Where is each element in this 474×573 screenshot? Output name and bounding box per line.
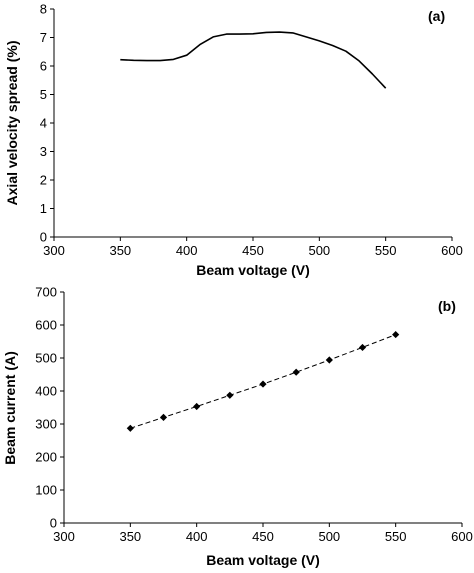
- ticks-a: 300 350 400 450 500 550 600 0 1 2 3 4 5 6 7 8: [40, 2, 463, 259]
- x-tick-label-a: 600: [441, 243, 463, 258]
- panel-a: 300 350 400 450 500 550 600 0 1 2 3 4 5 6 7 8 (a) Beam …: [4, 2, 463, 279]
- x-tick-label-a: 450: [242, 243, 264, 258]
- panel-label-b: (b): [438, 298, 456, 314]
- y-tick-label-b: 100: [35, 483, 57, 498]
- x-tick-label-b: 550: [385, 529, 407, 544]
- x-tick-label-a: 400: [176, 243, 198, 258]
- data-point-b: [159, 413, 168, 421]
- x-axis-title-a: Beam voltage (V): [196, 262, 310, 278]
- y-axis-title-a: Axial velocity spread (%): [4, 41, 20, 206]
- data-point-b: [226, 391, 234, 399]
- data-point-b: [392, 330, 400, 339]
- y-tick-label-b: 0: [50, 516, 57, 531]
- x-tick-label-b: 300: [53, 529, 75, 544]
- ticks-b: 300 350 400 450 500 550 600 0 100 200 300 400 500 600…: [35, 285, 473, 545]
- panel-label-a: (a): [428, 8, 445, 24]
- data-point-b: [259, 380, 267, 388]
- y-tick-label-a: 0: [40, 230, 47, 245]
- x-tick-label-b: 600: [451, 529, 473, 544]
- x-tick-label-b: 350: [119, 529, 141, 544]
- data-point-b: [292, 368, 300, 376]
- y-tick-label-b: 500: [35, 351, 57, 366]
- y-tick-label-a: 8: [40, 2, 47, 17]
- x-tick-label-b: 500: [318, 529, 340, 544]
- y-tick-label-a: 7: [40, 30, 47, 45]
- x-tick-label-a: 550: [375, 243, 397, 258]
- data-point-b: [358, 343, 367, 352]
- y-tick-label-a: 1: [40, 201, 47, 216]
- y-tick-label-b: 300: [35, 417, 57, 432]
- panel-b: 300 350 400 450 500 550 600 0 100 200 300 400 500 600…: [2, 285, 473, 569]
- y-tick-label-a: 2: [40, 173, 47, 188]
- x-tick-label-b: 450: [252, 529, 274, 544]
- x-tick-label-a: 300: [43, 243, 65, 258]
- data-point-b: [126, 424, 134, 432]
- plot-area-b: [126, 330, 400, 432]
- data-point-b: [193, 402, 201, 411]
- x-tick-label-b: 400: [186, 529, 208, 544]
- y-tick-label-b: 200: [35, 450, 57, 465]
- series-line-a: [120, 31, 387, 89]
- y-axis-title-b: Beam current (A): [2, 351, 18, 465]
- x-axis-title-b: Beam voltage (V): [206, 552, 320, 568]
- plot-area-a: [120, 31, 387, 89]
- x-tick-label-a: 500: [308, 243, 330, 258]
- x-tick-label-a: 350: [109, 243, 131, 258]
- y-tick-label-a: 3: [40, 144, 47, 159]
- data-point-b: [325, 356, 333, 364]
- y-tick-label-b: 700: [35, 285, 57, 300]
- y-tick-label-b: 400: [35, 384, 57, 399]
- y-tick-label-a: 6: [40, 59, 47, 74]
- y-tick-label-a: 4: [40, 116, 47, 131]
- y-tick-label-b: 600: [35, 318, 57, 333]
- y-tick-label-a: 5: [40, 87, 47, 102]
